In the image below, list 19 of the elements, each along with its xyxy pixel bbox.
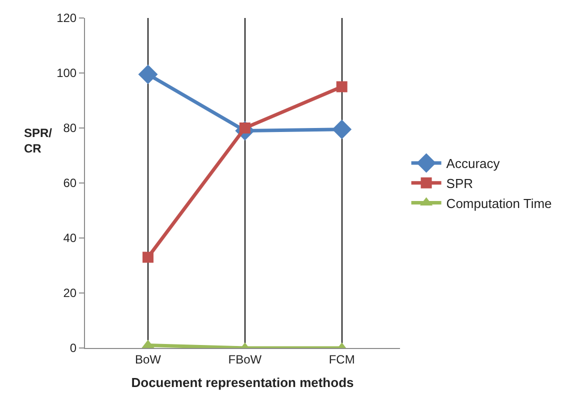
legend-label: Accuracy — [446, 156, 500, 172]
y-axis-title: SPR/ CR — [24, 126, 53, 156]
y-tick-label: 120 — [56, 11, 77, 26]
x-tick-label: BoW — [134, 352, 162, 366]
y-tick-label: 60 — [63, 176, 77, 190]
point — [332, 120, 352, 140]
y-tick-label: 0 — [70, 341, 77, 356]
point — [336, 81, 348, 92]
y-tick-label: 100 — [56, 66, 77, 80]
point — [142, 252, 154, 263]
x-tick-label: FCM — [328, 352, 355, 366]
y-tick-label: 80 — [63, 121, 77, 136]
y-tick-label: 20 — [63, 286, 77, 300]
x-tick-label: FBoW — [228, 352, 262, 366]
legend-label: SPR — [446, 176, 474, 191]
x-axis-title: Docuement representation methods — [131, 375, 354, 390]
y-tick-label: 40 — [63, 231, 77, 246]
legend-label: Computation Time — [446, 196, 552, 211]
point — [138, 64, 158, 84]
